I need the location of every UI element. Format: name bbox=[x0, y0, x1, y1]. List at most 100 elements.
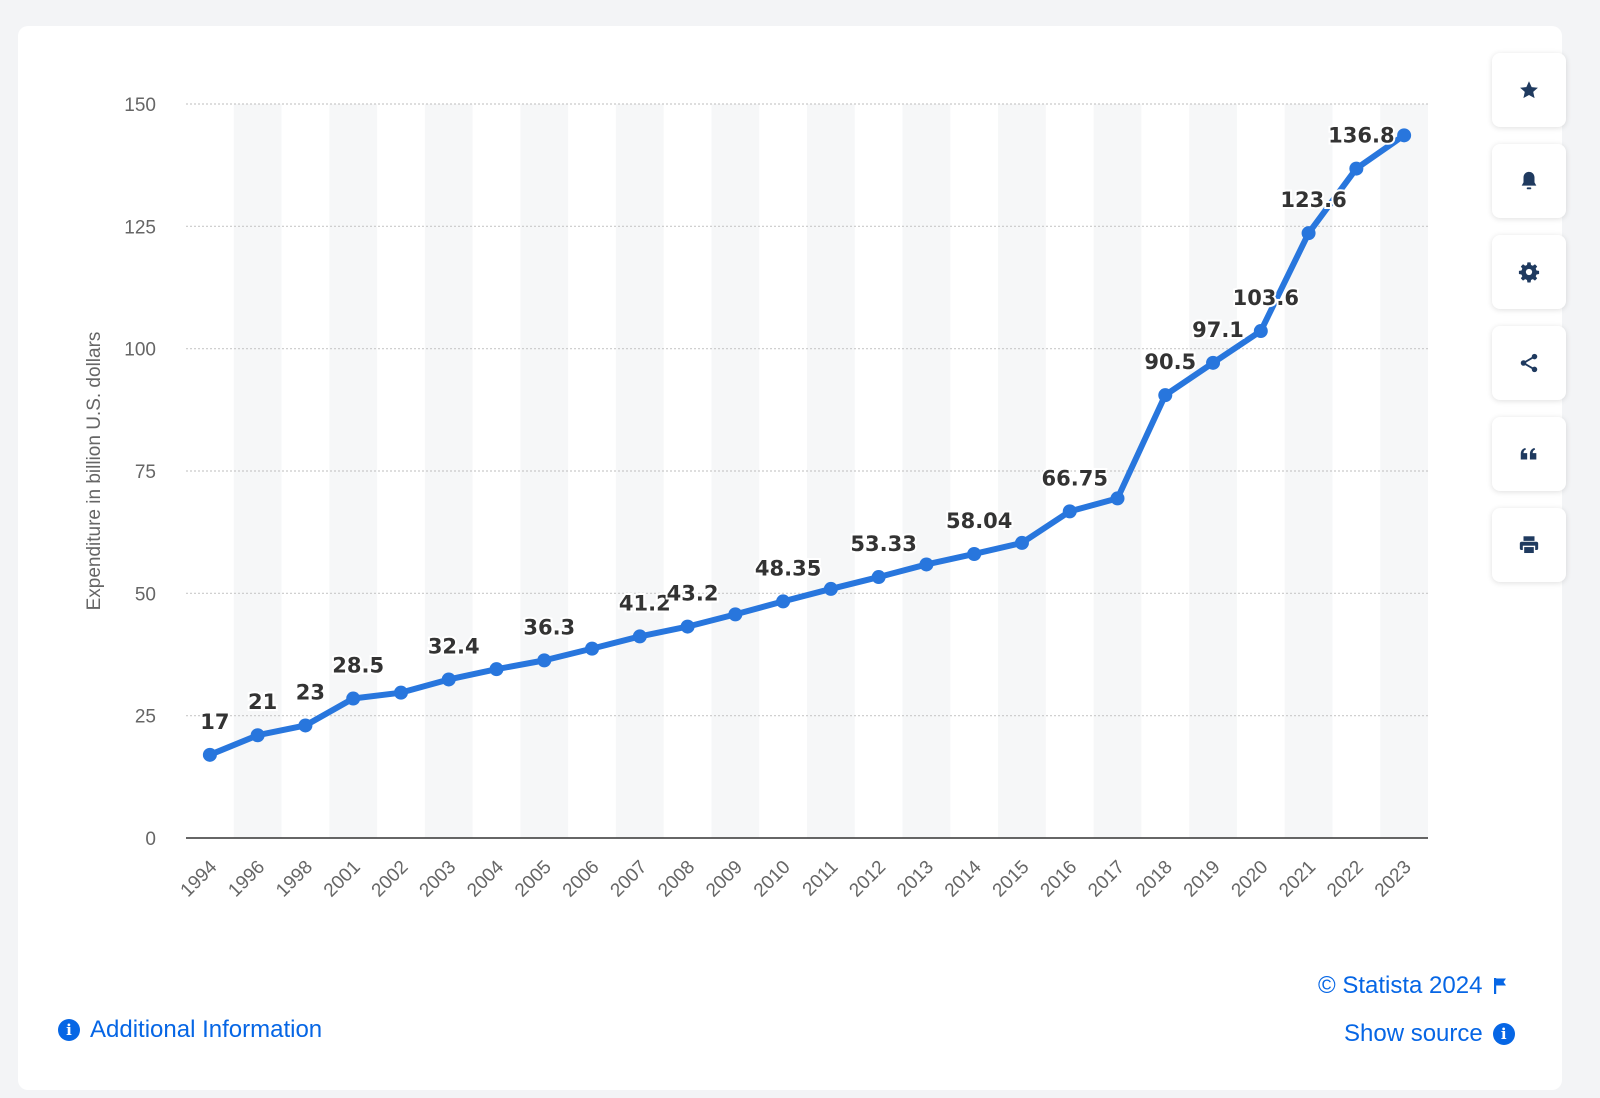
favorite-button[interactable] bbox=[1492, 53, 1566, 127]
y-tick-label: 100 bbox=[124, 340, 156, 361]
bell-icon bbox=[1521, 171, 1537, 190]
data-label: 97.1 bbox=[1192, 318, 1244, 342]
show-source-text: Show source bbox=[1344, 1020, 1483, 1047]
data-label: 58.04 bbox=[946, 509, 1012, 533]
data-point bbox=[441, 672, 456, 687]
info-icon: i bbox=[1492, 1023, 1515, 1045]
data-point bbox=[728, 607, 743, 622]
data-label: 28.5 bbox=[332, 654, 384, 678]
column-band bbox=[1189, 104, 1237, 838]
y-tick-label: 125 bbox=[124, 217, 156, 238]
x-tick-label: 2018 bbox=[1132, 857, 1177, 902]
x-tick-label: 2008 bbox=[654, 857, 699, 902]
y-tick-label: 75 bbox=[135, 462, 156, 483]
x-tick-label: 2021 bbox=[1275, 857, 1320, 902]
data-label: 41.2 bbox=[619, 591, 671, 615]
notification-button[interactable] bbox=[1492, 144, 1566, 218]
gear-icon bbox=[1518, 262, 1540, 283]
column-band bbox=[424, 104, 473, 838]
data-point bbox=[346, 691, 361, 706]
x-tick-label: 2002 bbox=[368, 857, 413, 902]
x-tick-label: 2006 bbox=[559, 857, 604, 902]
x-tick-label: 2013 bbox=[893, 857, 938, 902]
data-point bbox=[919, 557, 934, 572]
data-point bbox=[967, 546, 982, 561]
data-point bbox=[871, 570, 886, 585]
chart-toolbar bbox=[1492, 53, 1566, 582]
data-point bbox=[1014, 535, 1029, 550]
data-label: 136.8 bbox=[1328, 124, 1394, 148]
x-tick-label: 2012 bbox=[845, 857, 890, 902]
x-tick-label: 1994 bbox=[177, 856, 222, 901]
data-point bbox=[680, 619, 695, 634]
data-point bbox=[298, 718, 313, 733]
print-icon bbox=[1519, 536, 1539, 555]
data-point bbox=[1062, 504, 1077, 519]
x-tick-label: 2017 bbox=[1084, 857, 1129, 902]
data-label: 36.3 bbox=[523, 615, 575, 639]
share-icon bbox=[1520, 353, 1538, 373]
x-tick-label: 2001 bbox=[320, 857, 365, 902]
x-tick-label: 2003 bbox=[416, 857, 461, 902]
data-point bbox=[537, 653, 552, 668]
y-tick-label: 25 bbox=[135, 707, 156, 728]
data-label: 53.33 bbox=[850, 532, 916, 556]
x-tick-label: 2022 bbox=[1323, 857, 1368, 902]
column-band bbox=[329, 104, 378, 838]
data-point bbox=[632, 629, 647, 644]
cite-button[interactable] bbox=[1492, 417, 1566, 491]
data-point bbox=[1158, 388, 1173, 403]
column-band bbox=[1380, 104, 1428, 838]
data-label: 32.4 bbox=[428, 634, 480, 658]
flag-icon bbox=[1494, 978, 1507, 994]
star-icon bbox=[1520, 81, 1538, 99]
additional-information-text: Additional Information bbox=[90, 1016, 323, 1043]
data-point bbox=[823, 581, 838, 596]
copyright-text: © Statista 2024 bbox=[1318, 972, 1483, 999]
share-button[interactable] bbox=[1492, 326, 1566, 400]
x-tick-label: 2010 bbox=[750, 857, 795, 902]
x-tick-label: 2007 bbox=[607, 857, 652, 902]
data-point bbox=[1206, 355, 1221, 370]
quote-icon bbox=[1520, 448, 1537, 460]
show-source-link[interactable]: Show source i bbox=[1344, 1020, 1515, 1048]
settings-button[interactable] bbox=[1492, 235, 1566, 309]
data-label: 90.5 bbox=[1144, 350, 1196, 374]
y-tick-label: 0 bbox=[145, 829, 156, 850]
x-tick-label: 1998 bbox=[272, 857, 317, 902]
data-label: 43.2 bbox=[667, 582, 719, 606]
data-label: 48.35 bbox=[755, 556, 821, 580]
x-tick-label: 2014 bbox=[941, 856, 986, 901]
chart-card: 0 25 50 75 100 125 150 1994 1996 1998 2001 2002 2003… bbox=[18, 26, 1562, 1090]
column-band bbox=[233, 104, 282, 838]
data-label: 123.6 bbox=[1280, 188, 1346, 212]
data-point bbox=[1349, 161, 1364, 176]
data-label: 21 bbox=[248, 690, 277, 714]
data-point bbox=[585, 641, 600, 656]
data-point bbox=[776, 594, 791, 609]
x-tick-label: 1996 bbox=[224, 857, 269, 902]
x-tick-label: 2009 bbox=[702, 857, 747, 902]
series-line bbox=[206, 132, 1408, 758]
print-button[interactable] bbox=[1492, 508, 1566, 582]
y-tick-label: 50 bbox=[135, 584, 156, 605]
column-band bbox=[520, 104, 569, 838]
data-point bbox=[1301, 226, 1316, 241]
data-point bbox=[393, 685, 408, 700]
data-label: 103.6 bbox=[1233, 286, 1299, 310]
info-icon: i bbox=[58, 1019, 80, 1041]
data-point bbox=[1110, 491, 1125, 506]
x-tick-label: 2015 bbox=[989, 857, 1034, 902]
data-label: 66.75 bbox=[1042, 466, 1108, 490]
line-chart: 0 25 50 75 100 125 150 1994 1996 1998 2001 2002 2003… bbox=[84, 95, 1428, 902]
x-tick-label: 2020 bbox=[1228, 857, 1273, 902]
data-point bbox=[489, 662, 504, 677]
x-tick-label: 2005 bbox=[511, 857, 556, 902]
data-point bbox=[250, 728, 265, 743]
additional-information-link[interactable]: i Additional Information bbox=[58, 1016, 322, 1044]
x-tick-label: 2004 bbox=[463, 856, 508, 901]
copyright-link[interactable]: © Statista 2024 bbox=[1318, 972, 1508, 1000]
data-label: 23 bbox=[296, 680, 325, 704]
x-tick-label: 2019 bbox=[1180, 857, 1225, 902]
x-tick-label: 2023 bbox=[1371, 857, 1416, 902]
